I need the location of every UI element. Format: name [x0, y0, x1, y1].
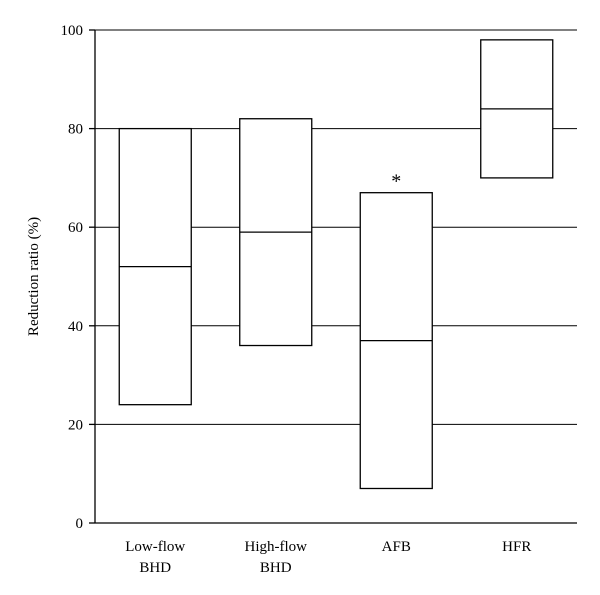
boxes [118, 39, 554, 490]
box-annotation-2: * [391, 171, 401, 193]
y-tick-label-80: 80 [68, 122, 83, 138]
y-tick-label-20: 20 [68, 417, 83, 433]
y-axis-label: Reduction ratio (%) [26, 217, 42, 336]
x-category-label-1: High-flow BHD [245, 539, 308, 576]
x-category-label-3: HFR [502, 539, 531, 555]
axes [89, 29, 577, 524]
y-tick-label-0: 0 [76, 516, 84, 532]
y-tick-label-100: 100 [61, 23, 84, 39]
y-tick-label-40: 40 [68, 319, 83, 335]
labels: * 0 20 40 60 80 100 Low-flow BHD High-flow BHD AFB H… [26, 23, 531, 576]
x-category-label-0: Low-flow BHD [125, 539, 185, 576]
x-category-label-2: AFB [382, 539, 411, 555]
y-tick-label-60: 60 [68, 220, 83, 236]
